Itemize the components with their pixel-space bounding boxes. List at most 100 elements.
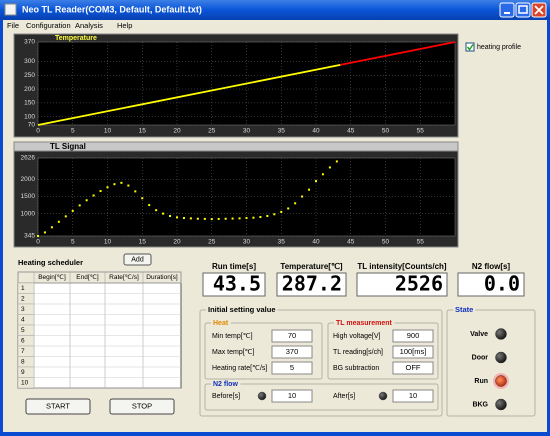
window-controls [499, 2, 547, 18]
x-tick-label: 5 [71, 239, 75, 246]
x-tick-label: 50 [382, 239, 390, 246]
indicator-led [257, 391, 267, 401]
readout-box [202, 272, 266, 297]
group-title: State [455, 305, 473, 314]
readout-box [457, 272, 525, 297]
chart-title: Temperature [55, 35, 97, 42]
menu-item[interactable]: Analysis [75, 21, 103, 30]
y-tick-label: 300 [24, 58, 35, 65]
state-label: BKG [472, 401, 488, 408]
data-point [141, 197, 144, 200]
scheduler-title: Heating scheduler [18, 258, 83, 267]
data-point [266, 214, 269, 217]
field-value: 10 [288, 391, 296, 400]
field-box [392, 345, 434, 359]
data-point [50, 226, 53, 229]
readout-box [356, 272, 448, 297]
group-title: Initial setting value [208, 305, 276, 314]
group-title: N2 flow [213, 381, 238, 388]
row-number: 6 [21, 337, 25, 344]
x-tick-label: 0 [36, 128, 40, 135]
field-value: 370 [286, 347, 299, 356]
x-tick-label: 5 [71, 128, 75, 135]
data-point [308, 188, 311, 191]
group-title: Heat [213, 320, 229, 327]
field-label: TL reading[s/ch] [333, 349, 383, 356]
x-tick-label: 45 [347, 239, 355, 246]
y-tick-label: 70 [28, 122, 36, 129]
state-led [495, 351, 507, 364]
add-button[interactable] [123, 253, 152, 266]
menu-item[interactable]: Help [117, 21, 132, 30]
line-series [340, 41, 456, 66]
menu: File Configuration Analysis Help [7, 21, 132, 30]
line-series [37, 64, 341, 126]
menu-item[interactable]: Configuration [26, 21, 71, 30]
data-point [106, 186, 109, 189]
stop-button-label[interactable]: STOP [132, 401, 152, 410]
data-point [203, 217, 206, 220]
x-tick-label: 50 [382, 128, 390, 135]
data-point [57, 220, 60, 223]
row-header [17, 377, 35, 389]
menu-item[interactable]: File [7, 21, 19, 30]
icon [518, 5, 528, 14]
field-value: 70 [288, 331, 296, 340]
app-icon [4, 3, 17, 16]
field-box [271, 389, 313, 403]
data-point [169, 214, 172, 217]
icon [534, 5, 544, 15]
stop-button[interactable] [109, 398, 175, 415]
readout-value: 287.2 [282, 272, 342, 296]
data-point [162, 212, 165, 215]
readout-value: 0.0 [484, 272, 520, 296]
y-tick-label: 2626 [21, 155, 36, 162]
field-label: Min temp[℃] [212, 333, 253, 340]
group-title-bg [211, 380, 241, 388]
x-tick-label: 25 [208, 239, 216, 246]
x-tick-label: 40 [312, 128, 320, 135]
data-point [99, 190, 102, 193]
x-tick-label: 35 [278, 128, 286, 135]
row-number: 7 [21, 348, 25, 355]
field-box [271, 361, 313, 375]
data-point [127, 184, 130, 187]
row-number: 4 [21, 316, 25, 323]
data-point [92, 194, 95, 197]
data-point [301, 195, 304, 198]
x-tick-label: 30 [243, 239, 251, 246]
start-button[interactable] [25, 398, 91, 415]
maximize-button[interactable] [515, 2, 531, 18]
field-box [392, 389, 434, 403]
data-point [294, 202, 297, 205]
minimize-button[interactable] [499, 2, 515, 18]
field-label: Heating rate[℃/s] [212, 365, 267, 372]
row-number: 5 [21, 327, 25, 334]
data-point [252, 216, 255, 219]
group-title-bg [206, 304, 278, 314]
field-value: OFF [406, 363, 421, 372]
data-point [245, 217, 248, 220]
data-point [189, 217, 192, 220]
start-button-label[interactable]: START [46, 401, 70, 410]
x-tick-label: 40 [312, 239, 320, 246]
data-point [182, 217, 185, 220]
data-point [120, 181, 123, 184]
data-point [259, 216, 262, 219]
data-point [85, 199, 88, 202]
x-tick-label: 30 [243, 128, 251, 135]
window-title: Neo TL Reader(COM3, Default, Default.txt… [22, 4, 202, 14]
data-point [71, 209, 74, 212]
field-box [392, 329, 434, 343]
data-point [64, 215, 67, 218]
field-value: 100[ms] [400, 347, 427, 356]
row-number: 2 [21, 295, 25, 302]
field-label: Before[s] [212, 393, 240, 400]
field-label: BG subtraction [333, 365, 379, 372]
data-point [43, 231, 46, 234]
table [17, 271, 182, 389]
checkbox[interactable] [465, 42, 475, 52]
data-point [335, 160, 338, 163]
menu-bar [3, 20, 547, 31]
add-button-label[interactable]: Add [131, 256, 144, 263]
